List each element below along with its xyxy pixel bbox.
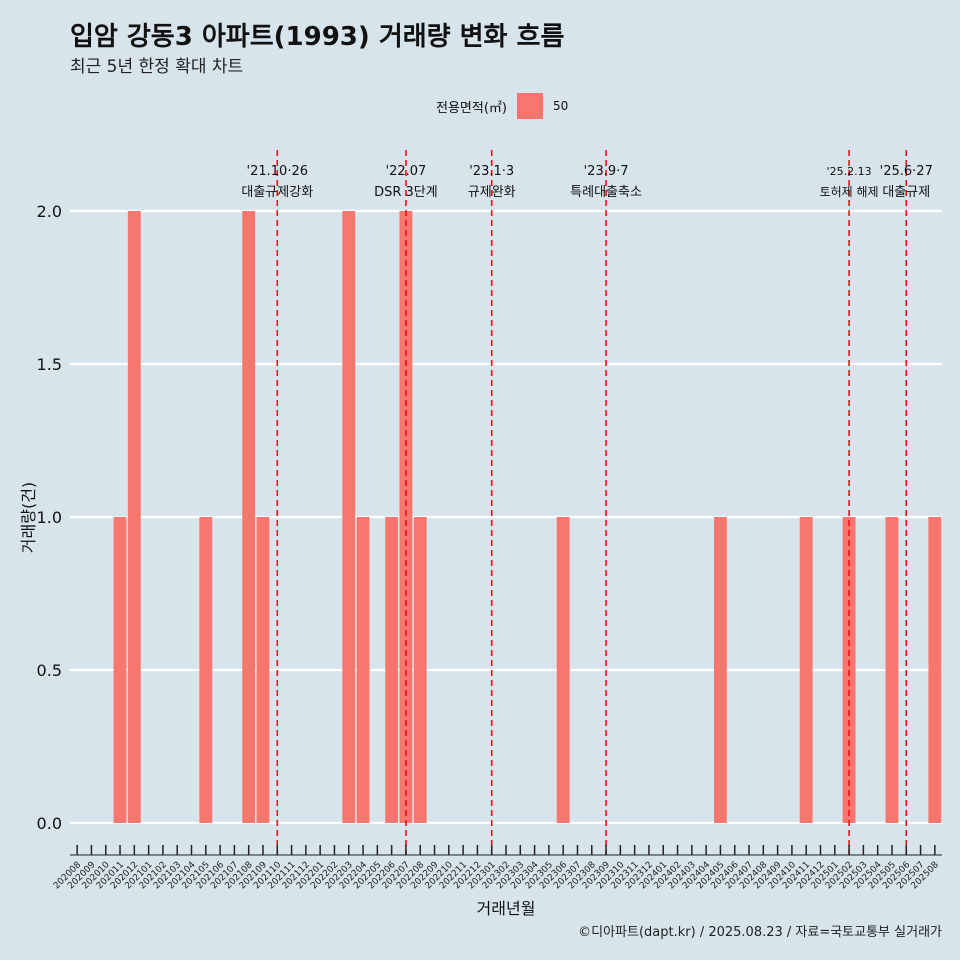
y-tick-label: 0.5 — [37, 661, 62, 680]
bar — [385, 517, 399, 823]
legend-title: 전용면적(㎡) — [436, 100, 507, 116]
bar — [928, 517, 942, 823]
event-name-label: 토허제 해제 — [820, 185, 879, 199]
event-date-label: '25.6·27 — [880, 164, 933, 179]
y-tick-label: 1.0 — [37, 508, 62, 527]
bar — [127, 211, 141, 823]
event-date-label: '23.9·7 — [584, 164, 629, 179]
y-axis-title: 거래량(건) — [19, 482, 38, 553]
event-name-label: 특례대출축소 — [570, 185, 642, 200]
event-date-label: '22.07 — [386, 164, 427, 179]
bar — [113, 517, 127, 823]
chart-subtitle: 최근 5년 한정 확대 차트 — [70, 57, 244, 77]
y-tick-label: 2.0 — [37, 202, 62, 221]
legend-label: 50 — [552, 99, 569, 113]
event-date-label: '25.2.13 — [827, 165, 872, 178]
bar — [399, 211, 413, 823]
chart-title: 입암 강동3 아파트(1993) 거래량 변화 흐름 — [70, 22, 565, 52]
y-tick-label: 0.0 — [37, 814, 62, 833]
bar — [356, 517, 370, 823]
event-name-label: 규제완화 — [468, 185, 516, 200]
event-name-label: 대출규제강화 — [241, 185, 313, 200]
bar — [242, 211, 256, 823]
bar — [799, 517, 813, 823]
bar — [713, 517, 727, 823]
bar — [413, 517, 427, 823]
bar — [256, 517, 270, 823]
x-axis-title: 거래년월 — [477, 899, 536, 918]
bar — [556, 517, 570, 823]
legend: 전용면적(㎡) 50 — [436, 93, 568, 119]
y-tick-label: 1.5 — [37, 355, 62, 374]
bar — [885, 517, 899, 823]
event-date-label: '23.1·3 — [469, 164, 514, 179]
event-date-label: '21.10·26 — [247, 164, 308, 179]
legend-key — [516, 93, 543, 119]
bar — [199, 517, 213, 823]
chart-caption: ©디아파트(dapt.kr) / 2025.08.23 / 자료=국토교통부 실… — [578, 925, 942, 940]
bar — [342, 211, 356, 823]
event-name-label: DSR 3단계 — [374, 185, 438, 200]
event-name-label: 대출규제 — [882, 185, 930, 200]
